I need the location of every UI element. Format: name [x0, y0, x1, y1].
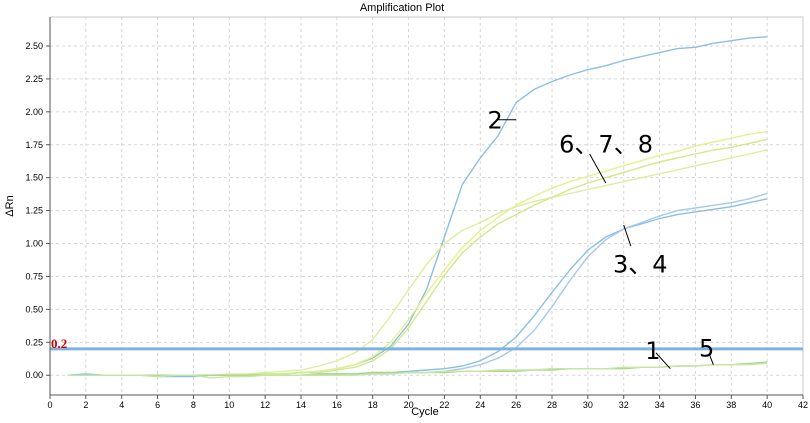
x-tick-label: 6 — [155, 400, 160, 410]
amplification-curve-1 — [67, 36, 768, 378]
annotation-leader-line — [589, 153, 607, 184]
x-tick-label: 14 — [296, 400, 306, 410]
x-tick-label: 28 — [547, 400, 557, 410]
y-tick-label: 0.50 — [25, 304, 43, 314]
y-axis-label: ΔRn — [4, 195, 16, 216]
x-tick-label: 32 — [619, 400, 629, 410]
x-tick-label: 4 — [119, 400, 124, 410]
x-tick-label: 40 — [762, 400, 772, 410]
axes: 0 2 4 6 8 10 12 14 16 18 20 22 24 26 28 30 32 34 36 38 40 420… — [25, 17, 808, 410]
x-tick-label: 34 — [655, 400, 665, 410]
x-tick-label: 8 — [191, 400, 196, 410]
curve-annotation: 2 — [487, 107, 502, 135]
annotation-leader-line — [709, 355, 714, 365]
y-tick-label: 1.50 — [25, 173, 43, 183]
x-tick-label: 36 — [690, 400, 700, 410]
curve-annotation: 1 — [645, 337, 660, 365]
y-tick-label: 0.00 — [25, 370, 43, 380]
x-tick-label: 24 — [475, 400, 485, 410]
annotation-leader-line — [655, 352, 671, 369]
curve-annotation: 3、4 — [613, 250, 668, 278]
x-tick-label: 42 — [798, 400, 808, 410]
y-tick-label: 1.75 — [25, 140, 43, 150]
x-tick-label: 12 — [260, 400, 270, 410]
x-tick-label: 10 — [224, 400, 234, 410]
annotation-leader-line — [623, 224, 632, 247]
x-tick-label: 22 — [439, 400, 449, 410]
x-tick-label: 2 — [83, 400, 88, 410]
y-tick-label: 0.25 — [25, 337, 43, 347]
y-tick-label: 2.25 — [25, 74, 43, 84]
x-tick-label: 18 — [368, 400, 378, 410]
plot-frame — [49, 16, 804, 396]
series-layer — [67, 36, 768, 379]
y-tick-label: 1.00 — [25, 239, 43, 249]
y-tick-label: 2.50 — [25, 41, 43, 51]
x-tick-label: 26 — [511, 400, 521, 410]
annotation-layer: 2 6、7、8 3、4 1 5 — [487, 107, 714, 369]
x-tick-label: 20 — [404, 400, 414, 410]
threshold-layer: 0.2 — [50, 336, 803, 351]
threshold-label: 0.2 — [51, 336, 67, 351]
chart-title: Amplification Plot — [360, 2, 444, 14]
curve-annotation: 5 — [699, 335, 714, 363]
y-tick-label: 1.25 — [25, 206, 43, 216]
curve-annotation: 6、7、8 — [559, 130, 653, 158]
x-tick-label: 30 — [583, 400, 593, 410]
gridlines — [49, 16, 804, 396]
x-axis-label: Cycle — [411, 406, 439, 418]
x-tick-label: 0 — [47, 400, 52, 410]
y-tick-label: 2.00 — [25, 107, 43, 117]
y-tick-label: 0.75 — [25, 271, 43, 281]
x-tick-label: 16 — [332, 400, 342, 410]
x-tick-label: 38 — [726, 400, 736, 410]
amplification-curve-8 — [67, 362, 768, 379]
